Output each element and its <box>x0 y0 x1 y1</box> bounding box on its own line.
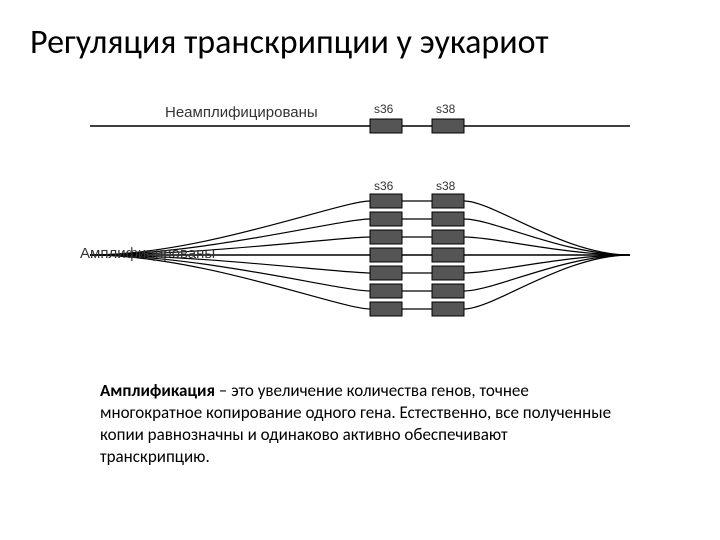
amplification-diagram: Неамплифицированы Амплифицированы s36 s3… <box>80 90 640 350</box>
slide-title: Регуляция транскрипции у эукариот <box>30 22 690 63</box>
gene-label-s36-mid: s36 <box>374 179 393 193</box>
label-nonamplified: Неамплифицированы <box>165 104 318 121</box>
gene-label-s38-top: s38 <box>436 102 455 116</box>
label-amplified: Амплифицированы <box>80 245 215 262</box>
term-amplification: Амплификация <box>100 380 215 401</box>
description-paragraph: Амплификация – это увеличение количества… <box>100 380 620 468</box>
gene-label-s36-top: s36 <box>374 102 393 116</box>
gene-label-s38-mid: s38 <box>436 179 455 193</box>
